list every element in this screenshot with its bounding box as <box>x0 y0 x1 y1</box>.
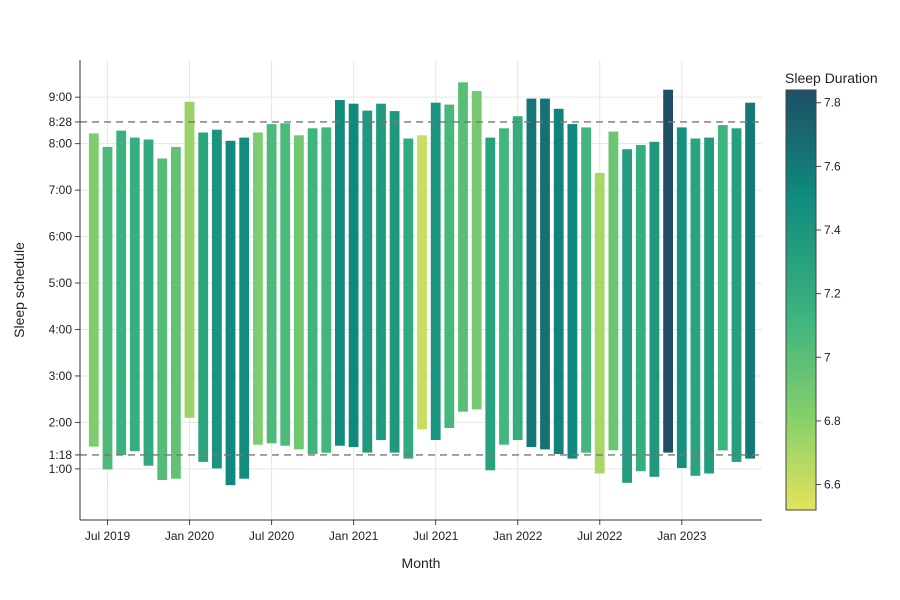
colorbar-tick-label: 7.2 <box>824 287 841 301</box>
sleep-bar <box>526 98 537 448</box>
sleep-bar <box>143 139 154 466</box>
sleep-bar <box>307 128 318 455</box>
x-tick-label: Jul 2021 <box>413 529 459 543</box>
reference-label: 1:18 <box>49 448 73 462</box>
sleep-bar <box>731 128 742 462</box>
sleep-bar <box>499 128 509 445</box>
sleep-bar <box>663 89 673 453</box>
sleep-bar <box>129 137 140 452</box>
y-tick-label: 4:00 <box>49 322 73 336</box>
sleep-bar <box>704 137 714 474</box>
sleep-bar <box>717 125 728 451</box>
sleep-bar <box>594 172 605 474</box>
y-tick-label: 1:00 <box>49 462 73 476</box>
sleep-bar <box>280 123 291 446</box>
sleep-bar <box>198 132 209 462</box>
colorbar-tick-label: 7 <box>824 350 831 364</box>
colorbar <box>785 89 817 511</box>
x-tick-label: Jan 2022 <box>493 529 543 543</box>
sleep-bar <box>376 103 386 441</box>
axes: Jul 2019 Jan 2020 Jul 2020 Jan 2021 Jul 2021… <box>49 60 762 543</box>
y-tick-label: 9:00 <box>49 90 73 104</box>
x-tick-label: Jan 2023 <box>657 529 707 543</box>
reference-lines <box>80 121 762 456</box>
sleep-bar <box>171 146 181 479</box>
sleep-bar <box>458 82 468 412</box>
x-tick-label: Jan 2021 <box>329 529 379 543</box>
sleep-bar <box>266 124 277 444</box>
sleep-bar <box>321 127 332 453</box>
sleep-bar <box>635 145 646 472</box>
sleep-bar <box>444 104 455 428</box>
colorbar-tick-label: 6.8 <box>824 414 841 428</box>
sleep-bar <box>184 101 195 418</box>
colorbar-tick-label: 7.8 <box>824 96 841 110</box>
colorbar-tick-label: 7.6 <box>824 159 841 173</box>
reference-label: 8:28 <box>49 115 73 129</box>
sleep-bar <box>512 116 523 441</box>
sleep-bar <box>389 111 400 453</box>
sleep-bar <box>581 127 591 453</box>
x-tick-label: Jul 2022 <box>577 529 623 543</box>
bars <box>88 82 755 486</box>
sleep-bar <box>362 110 373 453</box>
sleep-bar <box>253 132 263 445</box>
x-tick-label: Jan 2020 <box>165 529 215 543</box>
sleep-bar <box>212 129 222 469</box>
sleep-bar <box>239 137 250 479</box>
sleep-bar <box>676 127 687 469</box>
sleep-bar <box>430 102 441 440</box>
x-axis-title: Month <box>402 555 441 571</box>
sleep-bar <box>540 98 550 450</box>
sleep-bar <box>102 146 113 470</box>
sleep-bar <box>567 124 578 459</box>
sleep-bar <box>690 138 701 476</box>
sleep-bar <box>417 135 427 430</box>
sleep-bar <box>157 158 168 480</box>
sleep-bar <box>403 138 414 459</box>
sleep-bar <box>335 100 345 446</box>
y-tick-label: 7:00 <box>49 183 73 197</box>
colorbar-title: Sleep Duration <box>785 70 878 86</box>
x-tick-label: Jul 2019 <box>85 529 131 543</box>
sleep-bar <box>553 108 564 455</box>
y-tick-label: 5:00 <box>49 276 73 290</box>
sleep-bar <box>294 135 304 450</box>
colorbar-tick-label: 6.6 <box>824 478 841 492</box>
y-tick-label: 8:00 <box>49 137 73 151</box>
sleep-bar <box>88 133 99 447</box>
sleep-bar <box>649 141 660 477</box>
sleep-bar <box>225 140 236 486</box>
colorbar-ticks: 6.6 6.8 7 7.2 7.4 7.6 7.8 <box>816 96 841 492</box>
y-tick-label: 3:00 <box>49 369 73 383</box>
sleep-bar <box>608 131 619 451</box>
sleep-bar <box>471 91 482 410</box>
sleep-bar <box>116 130 127 455</box>
y-tick-label: 6:00 <box>49 230 73 244</box>
sleep-bar <box>348 103 359 448</box>
x-tick-label: Jul 2020 <box>249 529 295 543</box>
y-tick-label: 2:00 <box>49 415 73 429</box>
colorbar-tick-label: 7.4 <box>824 223 841 237</box>
sleep-bar <box>485 137 496 471</box>
y-axis-title: Sleep schedule <box>11 242 27 338</box>
sleep-bar <box>745 102 755 459</box>
sleep-bar <box>622 149 632 483</box>
